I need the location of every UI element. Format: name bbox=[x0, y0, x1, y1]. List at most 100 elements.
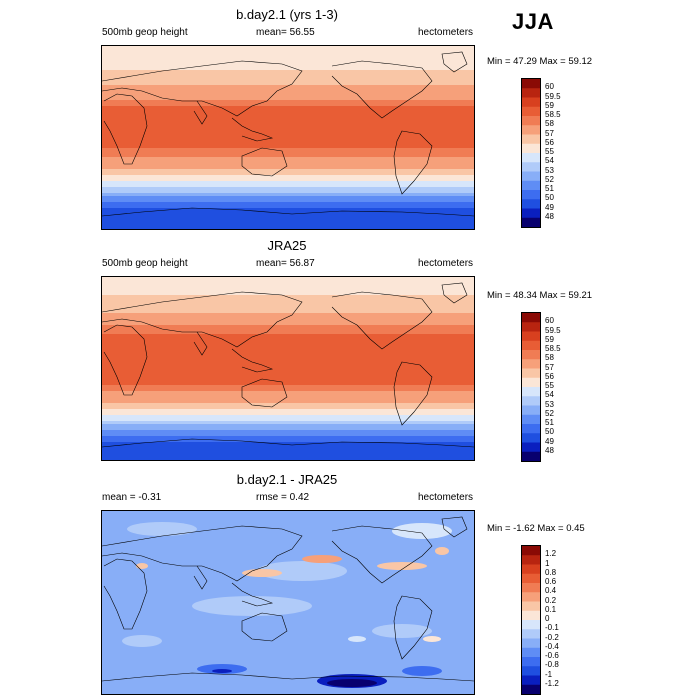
heatmap-band bbox=[102, 397, 474, 401]
heatmap-band bbox=[102, 307, 474, 311]
colorbar-swatch bbox=[522, 79, 540, 89]
coastline bbox=[102, 516, 474, 682]
heatmap-band bbox=[102, 196, 474, 200]
coastline-segment bbox=[331, 525, 433, 584]
panel-2-map bbox=[101, 276, 475, 461]
colorbar-tick-label: 0.8 bbox=[545, 567, 557, 577]
heatmap-band bbox=[102, 202, 474, 206]
heatmap-region bbox=[302, 555, 342, 563]
heatmap-band bbox=[102, 418, 474, 422]
coastline-segment bbox=[193, 565, 208, 590]
colorbar-swatch bbox=[522, 610, 540, 621]
panel-1-colorbar bbox=[521, 78, 541, 228]
colorbar-swatch bbox=[522, 620, 540, 630]
colorbar-swatch bbox=[522, 350, 540, 360]
heatmap-band bbox=[102, 334, 474, 338]
colorbar-tick-label: -1.2 bbox=[545, 678, 559, 688]
coastline-segment bbox=[102, 291, 303, 348]
heatmap-band bbox=[102, 415, 474, 419]
heatmap-band bbox=[102, 136, 474, 140]
heatmap-band bbox=[102, 76, 474, 80]
coastline-segment bbox=[103, 558, 148, 630]
colorbar-tick-label: 53 bbox=[545, 165, 554, 175]
colorbar-tick-label: 51 bbox=[545, 184, 554, 193]
colorbar-tick-label: 60 bbox=[545, 316, 554, 326]
heatmap-band bbox=[102, 121, 474, 125]
heatmap-band bbox=[102, 343, 474, 347]
coastline-segment bbox=[231, 582, 274, 607]
heatmap-band bbox=[102, 118, 474, 122]
colorbar-swatch bbox=[522, 217, 540, 227]
heatmap-band bbox=[102, 193, 474, 197]
heatmap-region bbox=[377, 562, 427, 570]
panel-2-minmax: Min = 48.34 Max = 59.21 bbox=[487, 290, 593, 301]
panel-1-units-label: hectometers bbox=[418, 27, 474, 38]
panel-3-map bbox=[101, 510, 475, 695]
panel-2-variable-label: 500mb geop height bbox=[102, 258, 188, 269]
colorbar-tick-label: 55 bbox=[545, 381, 554, 390]
heatmap-band bbox=[102, 115, 474, 119]
colorbar-tick-label: -1 bbox=[545, 669, 553, 679]
heatmap-band bbox=[102, 91, 474, 95]
colorbar-swatch bbox=[522, 143, 540, 154]
colorbar-swatch bbox=[522, 647, 540, 658]
colorbar-swatch bbox=[522, 171, 540, 182]
colorbar-tick-label: 48 bbox=[545, 211, 554, 221]
colorbar-tick-label: 0.2 bbox=[545, 595, 557, 605]
heatmap-region bbox=[402, 666, 442, 676]
colorbar-swatch bbox=[522, 322, 540, 332]
colorbar-tick-label: 57 bbox=[545, 362, 554, 372]
heatmap-band bbox=[102, 199, 474, 203]
colorbar-tick-label: 50 bbox=[545, 427, 554, 437]
heatmap-band bbox=[102, 109, 474, 113]
colorbar-swatch bbox=[522, 442, 540, 453]
coastline-segment bbox=[441, 51, 468, 73]
colorbar-swatch bbox=[522, 199, 540, 209]
coastline-segment bbox=[102, 207, 474, 217]
panel-2-title: JRA25 bbox=[267, 238, 307, 253]
heatmap-band bbox=[102, 388, 474, 392]
colorbar-tick-label: 1 bbox=[545, 558, 550, 568]
heatmap-band bbox=[102, 169, 474, 173]
colorbar-tick-label: 48 bbox=[545, 445, 554, 455]
colorbar-swatch bbox=[522, 116, 540, 126]
heatmap-band bbox=[102, 406, 474, 410]
colorbar-swatch bbox=[522, 601, 540, 612]
coastline-segment bbox=[241, 147, 288, 177]
colorbar-swatch bbox=[522, 106, 540, 117]
panel-1-minmax: Min = 47.29 Max = 59.12 bbox=[487, 56, 593, 67]
heatmap-band bbox=[102, 430, 474, 434]
heatmap-region bbox=[372, 624, 432, 638]
heatmap-band bbox=[102, 403, 474, 407]
colorbar-swatch bbox=[522, 414, 540, 425]
heatmap-band bbox=[102, 211, 474, 215]
heatmap-band bbox=[102, 55, 474, 59]
heatmap-band bbox=[102, 370, 474, 374]
colorbar-tick-label: 54 bbox=[545, 156, 554, 166]
heatmap-band bbox=[102, 346, 474, 350]
heatmap-band bbox=[102, 79, 474, 83]
heatmap-band bbox=[102, 73, 474, 77]
heatmap-band bbox=[102, 400, 474, 404]
heatmap-band bbox=[102, 412, 474, 416]
heatmap-band bbox=[102, 184, 474, 188]
heatmap-region bbox=[192, 596, 312, 616]
heatmap-band bbox=[102, 328, 474, 332]
heatmap-band bbox=[102, 145, 474, 149]
heatmap-band bbox=[102, 49, 474, 53]
heatmap-band bbox=[102, 424, 474, 428]
heatmap-band bbox=[102, 367, 474, 371]
heatmap-band bbox=[102, 292, 474, 296]
colorbar-tick-label: -0.1 bbox=[545, 623, 559, 633]
colorbar-swatch bbox=[522, 433, 540, 443]
panel-2-colorbar-swatches bbox=[522, 313, 540, 461]
colorbar-tick-label: 56 bbox=[545, 371, 554, 381]
heatmap-band bbox=[102, 181, 474, 185]
heatmap-band bbox=[102, 82, 474, 86]
heatmap-band bbox=[102, 379, 474, 383]
colorbar-swatch bbox=[522, 180, 540, 191]
heatmap-band bbox=[102, 316, 474, 320]
heatmap-band bbox=[102, 295, 474, 299]
coastline-segment bbox=[331, 60, 433, 119]
colorbar-swatch bbox=[522, 666, 540, 676]
